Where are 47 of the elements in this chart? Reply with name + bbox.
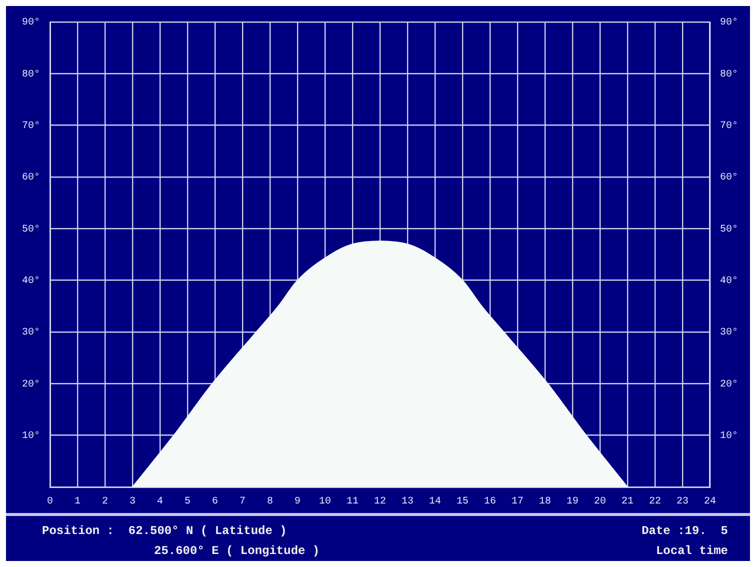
x-tick-label: 20 [594,496,606,508]
y2-tick-label: 20° [720,379,738,390]
y-tick-label: 10° [22,430,40,442]
x-tick-label: 7 [239,496,246,508]
y2-tick-label: 80° [720,69,738,80]
text: Position : 62.500° N ( Latitude ) [42,524,287,538]
y-tick-label: 40° [22,276,40,287]
y-tick-label: 70° [22,120,40,132]
text: 25.600° E ( Longitude ) [154,544,320,558]
x-tick-label: 11 [346,496,359,508]
x-tick-label: 3 [129,496,136,508]
x-tick-label: 9 [294,496,301,508]
x-tick-label: 18 [538,496,552,508]
x-tick-label: 4 [156,496,164,508]
x-tick-label: 1 [74,496,81,508]
x-tick-label: 17 [511,496,524,508]
x-tick-label: 10 [318,496,332,508]
y2-tick-label: 90° [720,18,738,29]
x-tick-label: 6 [212,496,218,508]
x-tick-label: 21 [621,496,634,508]
text: Local time [656,544,728,558]
x-tick-label: 12 [374,496,386,508]
x-tick-label: 15 [456,496,469,508]
y2-tick-label: 50° [720,224,738,236]
x-tick-label: 24 [704,496,716,508]
x-tick-label: 0 [46,496,54,508]
x-tick-label: 19 [566,496,579,508]
x-tick-label: 8 [266,496,274,508]
y-tick-label: 80° [22,69,40,80]
y2-tick-label: 60° [720,172,738,184]
y-tick-label: 90° [22,18,40,29]
x-tick-label: 2 [102,496,108,508]
text: Date :19. 5 [642,524,728,538]
y2-tick-label: 10° [720,430,738,442]
x-tick-label: 13 [401,496,414,508]
y-tick-label: 60° [22,172,40,184]
x-tick-label: 5 [184,496,191,508]
y2-tick-label: 40° [720,276,738,287]
y-tick-label: 20° [22,379,40,390]
x-tick-label: 22 [648,496,662,508]
x-tick-label: 16 [484,496,496,508]
x-tick-label: 23 [676,496,689,508]
y2-tick-label: 70° [720,120,738,132]
y2-tick-label: 30° [720,328,738,339]
y-tick-label: 30° [22,328,40,339]
x-tick-label: 14 [428,496,442,508]
y-tick-label: 50° [22,224,40,236]
